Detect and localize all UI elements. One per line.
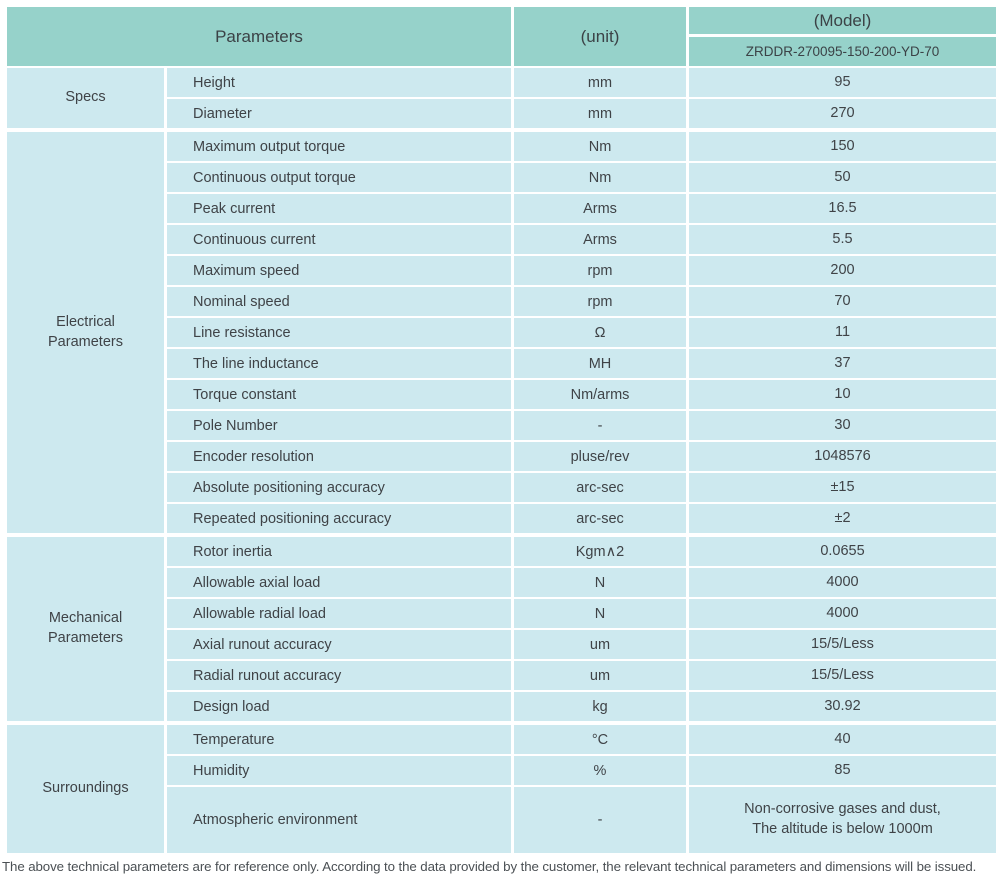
row-unit: - — [514, 411, 686, 440]
row-value: 16.5 — [689, 194, 996, 223]
row-param: Line resistance — [167, 318, 511, 347]
row-unit: - — [514, 787, 686, 853]
row-param: Atmospheric environment — [167, 787, 511, 853]
row-value: ±2 — [689, 504, 996, 533]
row-unit: mm — [514, 68, 686, 97]
row-value: 15/5/Less — [689, 630, 996, 659]
header-unit: (unit) — [514, 7, 686, 66]
row-param: Pole Number — [167, 411, 511, 440]
row-value: 11 — [689, 318, 996, 347]
row-param: Repeated positioning accuracy — [167, 504, 511, 533]
row-param: Axial runout accuracy — [167, 630, 511, 659]
row-param: Humidity — [167, 756, 511, 785]
section-mechanical-parameters: Mechanical Parameters Rotor inertia Kgm∧2 0.… — [7, 537, 996, 721]
row-unit: N — [514, 568, 686, 597]
row-value: 95 — [689, 68, 996, 97]
row-unit: % — [514, 756, 686, 785]
row-param: Peak current — [167, 194, 511, 223]
row-param: The line inductance — [167, 349, 511, 378]
row-param: Rotor inertia — [167, 537, 511, 566]
row-value: 270 — [689, 99, 996, 128]
row-param: Torque constant — [167, 380, 511, 409]
row-param: Design load — [167, 692, 511, 721]
row-param: Allowable axial load — [167, 568, 511, 597]
section-label: Electrical Parameters — [7, 132, 164, 533]
row-param: Nominal speed — [167, 287, 511, 316]
row-unit: arc-sec — [514, 473, 686, 502]
row-value: 5.5 — [689, 225, 996, 254]
row-value: 70 — [689, 287, 996, 316]
row-unit: arc-sec — [514, 504, 686, 533]
row-unit: Nm — [514, 132, 686, 161]
section-label: Surroundings — [7, 725, 164, 853]
row-unit: mm — [514, 99, 686, 128]
row-value: 10 — [689, 380, 996, 409]
section-electrical-parameters: Electrical Parameters Maximum output torqu… — [7, 132, 996, 533]
header-parameters: Parameters — [7, 7, 511, 66]
row-param: Radial runout accuracy — [167, 661, 511, 690]
row-param: Allowable radial load — [167, 599, 511, 628]
row-param: Continuous output torque — [167, 163, 511, 192]
row-value: 0.0655 — [689, 537, 996, 566]
row-value: 85 — [689, 756, 996, 785]
row-unit: pluse/rev — [514, 442, 686, 471]
row-unit: rpm — [514, 256, 686, 285]
row-param: Encoder resolution — [167, 442, 511, 471]
row-param: Absolute positioning accuracy — [167, 473, 511, 502]
table-body: Specs Height mm 95 Diameter mm 270 Electrical Pa… — [7, 68, 996, 853]
row-value: 40 — [689, 725, 996, 754]
row-param: Maximum output torque — [167, 132, 511, 161]
row-param: Temperature — [167, 725, 511, 754]
header-model-column: (Model) ZRDDR-270095-150-200-YD-70 — [689, 7, 996, 66]
row-value: 15/5/Less — [689, 661, 996, 690]
row-value: ±15 — [689, 473, 996, 502]
header-model-number: ZRDDR-270095-150-200-YD-70 — [689, 37, 996, 66]
row-unit: Kgm∧2 — [514, 537, 686, 566]
section-specs: Specs Height mm 95 Diameter mm 270 — [7, 68, 996, 128]
row-unit: um — [514, 661, 686, 690]
row-unit: Arms — [514, 225, 686, 254]
disclaimer-text: The above technical parameters are for r… — [2, 859, 977, 874]
row-param: Maximum speed — [167, 256, 511, 285]
row-unit: Nm/arms — [514, 380, 686, 409]
row-value: 200 — [689, 256, 996, 285]
row-unit: um — [514, 630, 686, 659]
row-unit: Ω — [514, 318, 686, 347]
row-unit: MH — [514, 349, 686, 378]
row-value: 4000 — [689, 568, 996, 597]
row-param: Diameter — [167, 99, 511, 128]
row-unit: °C — [514, 725, 686, 754]
row-unit: rpm — [514, 287, 686, 316]
row-param: Height — [167, 68, 511, 97]
row-value: 1048576 — [689, 442, 996, 471]
row-value: Non-corrosive gases and dust, The altitud… — [689, 787, 996, 853]
row-value: 30.92 — [689, 692, 996, 721]
row-value: 4000 — [689, 599, 996, 628]
row-value: 50 — [689, 163, 996, 192]
row-unit: Nm — [514, 163, 686, 192]
row-unit: Arms — [514, 194, 686, 223]
section-surroundings: Surroundings Temperature °C 40 Humidity% 85 At… — [7, 725, 996, 853]
section-label: Specs — [7, 68, 164, 128]
table-header: Parameters (unit) (Model) ZRDDR-270095-1… — [7, 7, 996, 66]
spec-table: Parameters (unit) (Model) ZRDDR-270095-1… — [7, 7, 996, 853]
section-label: Mechanical Parameters — [7, 537, 164, 721]
row-value: 30 — [689, 411, 996, 440]
row-value: 37 — [689, 349, 996, 378]
row-unit: N — [514, 599, 686, 628]
row-param: Continuous current — [167, 225, 511, 254]
row-unit: kg — [514, 692, 686, 721]
row-value: 150 — [689, 132, 996, 161]
header-model-label: (Model) — [689, 7, 996, 34]
